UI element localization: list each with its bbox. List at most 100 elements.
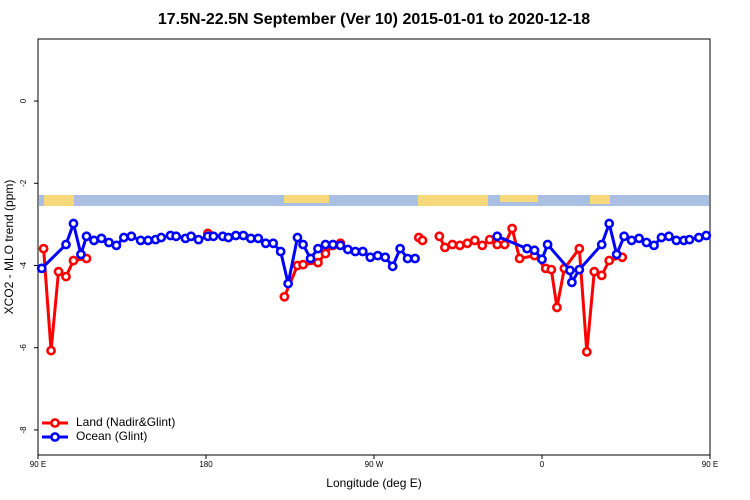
point [664,231,674,242]
point [693,232,704,243]
point [684,234,695,245]
point [395,243,406,254]
point [477,240,488,251]
point [522,243,532,254]
point [118,232,129,243]
point [581,346,592,357]
point [454,240,465,251]
point [135,235,146,246]
plot-frame [37,38,711,456]
point [596,270,607,281]
point [380,252,391,263]
point [320,248,331,259]
point [36,263,47,274]
point [596,239,607,250]
x-axis-label: Longitude (deg E) [326,476,421,490]
point [275,246,286,257]
x-tick-label: 90 W [365,460,384,469]
point [268,238,279,249]
point [671,235,682,246]
point [292,232,303,243]
point [514,253,525,264]
point [260,238,271,249]
point [469,235,480,246]
y-tick-label: -4 [19,261,28,269]
point [171,231,182,242]
point [238,230,249,241]
map-strip [39,195,709,206]
point [96,233,107,244]
legend-marker [50,432,60,442]
point [89,235,99,246]
point [649,240,659,251]
point [143,235,154,246]
point [566,277,577,288]
y-tick-label: -8 [19,426,28,434]
point [61,271,71,282]
point [529,245,540,256]
point [701,230,712,241]
point [335,240,346,251]
point [402,253,413,264]
chart-title: 17.5N-22.5N September (Ver 10) 2015-01-0… [158,11,590,28]
y-tick-label: -2 [19,179,28,187]
point [537,254,547,265]
point [328,239,338,250]
point [387,261,398,272]
point [313,257,323,268]
point [440,242,450,253]
point [126,231,137,242]
point [507,223,518,234]
point [156,232,167,243]
point [611,249,622,260]
point [208,231,219,242]
point [53,266,64,277]
point [546,264,557,275]
point [61,239,71,250]
point [604,255,615,266]
x-tick-label: 180 [199,460,213,469]
point [223,232,234,243]
point [604,218,615,229]
y-tick-label: -6 [19,344,28,352]
point [350,246,361,257]
point [305,253,316,264]
point [447,239,458,250]
point [253,233,264,244]
point [357,246,368,257]
legend-marker [50,418,60,428]
point [574,264,585,275]
point [186,231,196,242]
point [410,253,420,264]
y-tick-label: 0 [19,98,28,103]
point [320,239,331,250]
x-tick-label: 90 E [702,460,718,469]
point [111,240,122,251]
point [589,266,600,277]
point [298,259,308,270]
x-tick-label: 90 E [30,460,46,469]
point [542,239,553,250]
point [245,233,256,244]
point [417,235,428,246]
point [365,252,376,263]
legend-label: Ocean (Glint) [76,429,147,443]
point [634,233,644,244]
point [81,231,92,242]
point [492,231,503,242]
point [619,231,630,242]
point [46,345,56,356]
point [104,237,114,248]
point [372,250,383,261]
point [574,243,585,254]
point [193,234,204,245]
point [434,231,445,242]
point [68,218,79,229]
point [462,238,473,249]
point [565,265,575,276]
point [342,244,353,255]
point [552,302,562,313]
y-axis-label: XCO2 - MLO trend (ppm) [2,180,16,315]
point [68,255,79,266]
